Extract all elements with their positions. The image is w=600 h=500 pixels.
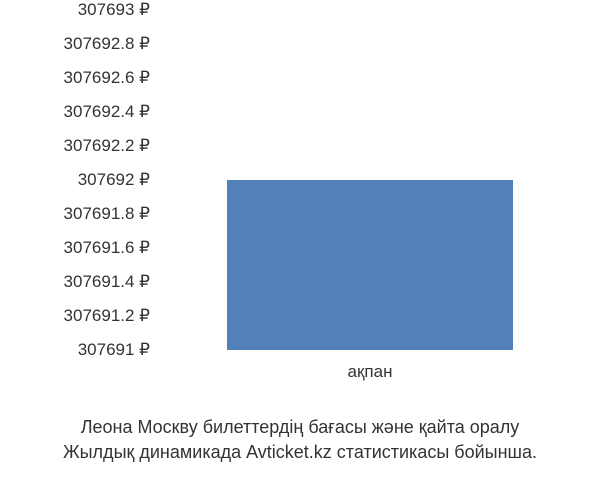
y-axis-tick: 307692.4 ₽ [64, 102, 150, 122]
y-axis-tick: 307691.6 ₽ [64, 238, 150, 258]
bar [227, 180, 513, 350]
caption-line-2: Жылдық динамикада Avticket.kz статистика… [0, 440, 600, 465]
y-axis-tick: 307691.2 ₽ [64, 306, 150, 326]
y-axis-tick: 307692.2 ₽ [64, 136, 150, 156]
y-axis-tick: 307691.4 ₽ [64, 272, 150, 292]
caption-line-1: Леона Москву билеттердің бағасы және қай… [0, 415, 600, 440]
y-axis: 307693 ₽307692.8 ₽307692.6 ₽307692.4 ₽30… [0, 10, 160, 390]
y-axis-tick: 307691 ₽ [78, 340, 150, 360]
y-axis-tick: 307693 ₽ [78, 0, 150, 20]
chart-caption: Леона Москву билеттердің бағасы және қай… [0, 415, 600, 465]
y-axis-tick: 307692.6 ₽ [64, 68, 150, 88]
y-axis-tick: 307692.8 ₽ [64, 34, 150, 54]
y-axis-tick: 307692 ₽ [78, 170, 150, 190]
plot-area: ақпан [160, 10, 580, 350]
chart-container: 307693 ₽307692.8 ₽307692.6 ₽307692.4 ₽30… [0, 10, 600, 390]
y-axis-tick: 307691.8 ₽ [64, 204, 150, 224]
x-axis-tick: ақпан [348, 362, 393, 382]
